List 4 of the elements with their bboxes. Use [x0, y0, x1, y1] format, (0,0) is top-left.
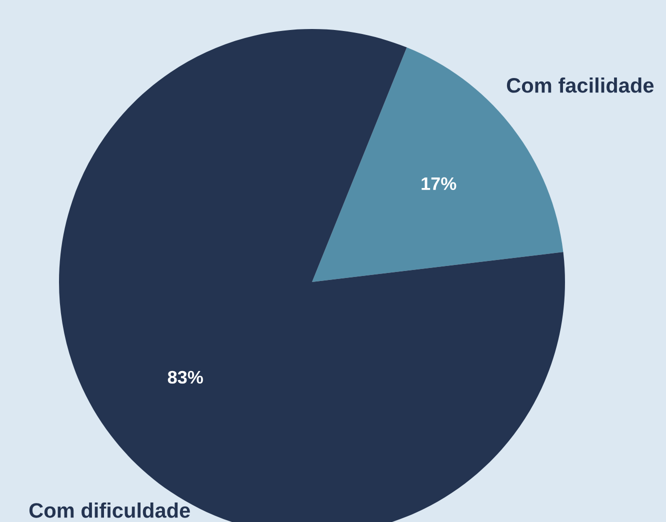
- data-label: 17%: [422, 177, 456, 190]
- data-label: 83%: [168, 370, 203, 384]
- slice-label: Com dificuldade: [29, 502, 190, 518]
- slice-label: Com facilidade: [506, 77, 654, 93]
